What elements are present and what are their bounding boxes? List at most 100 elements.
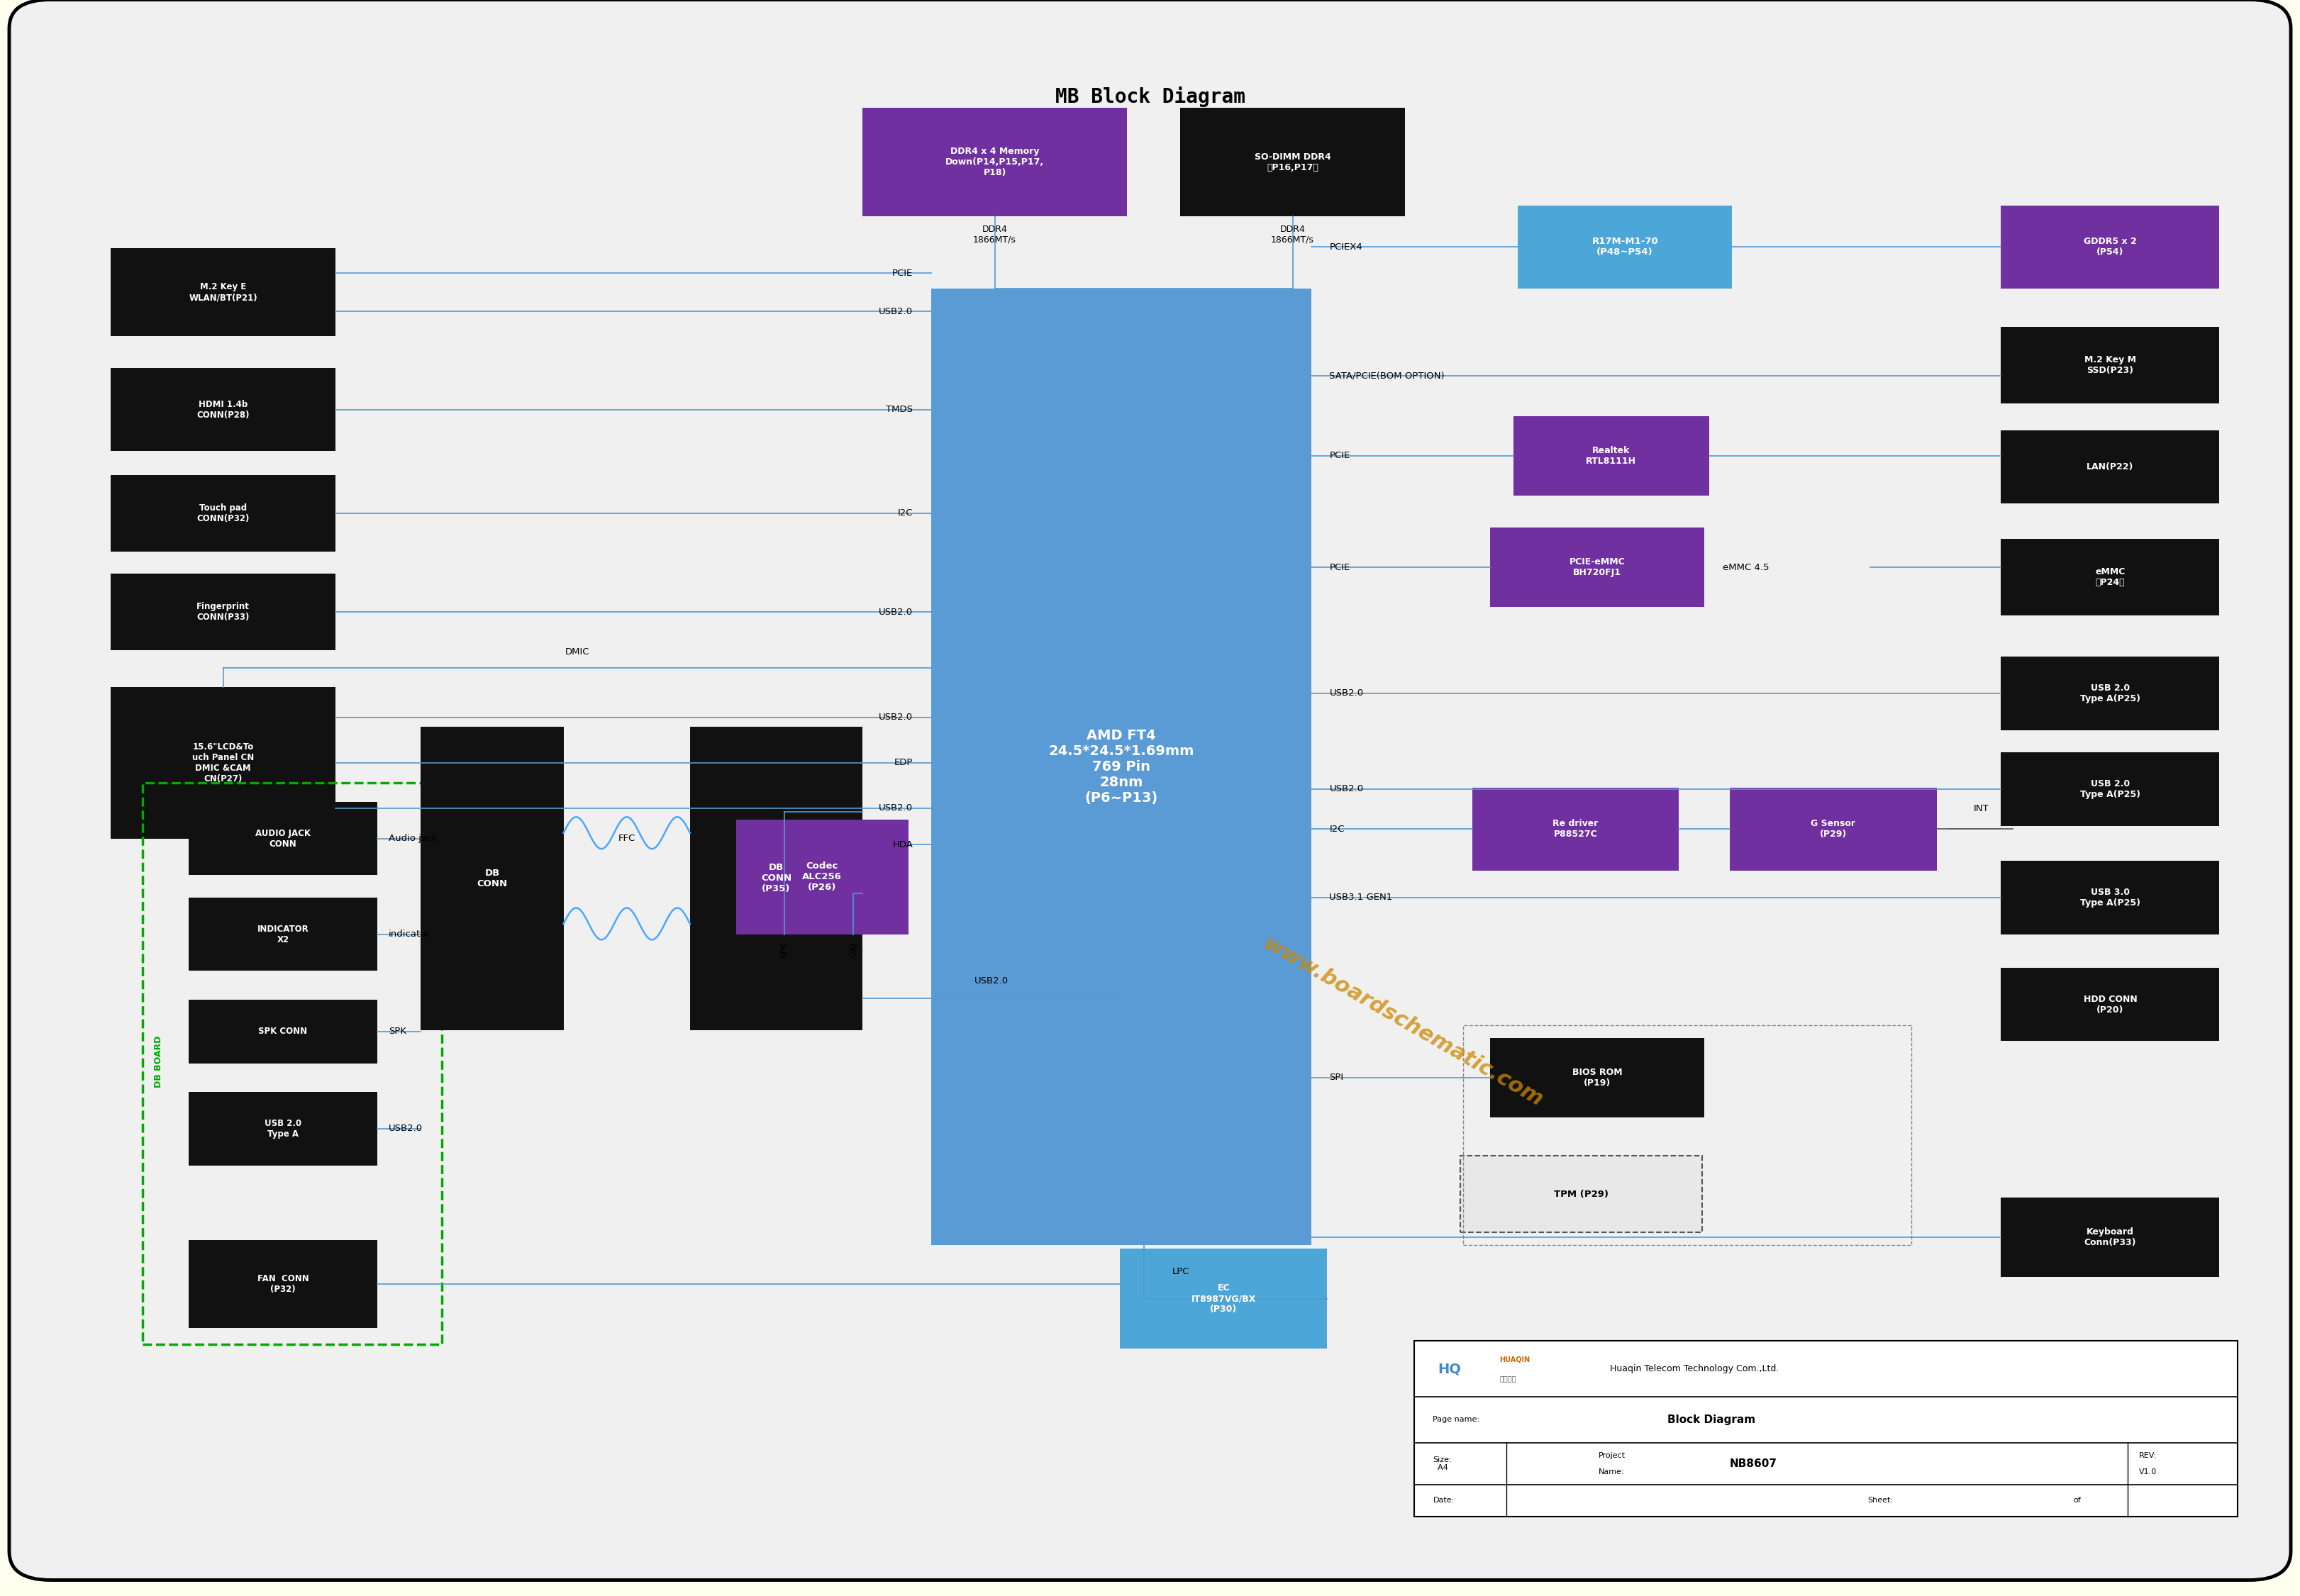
Text: USB 2.0
Type A(P25): USB 2.0 Type A(P25) — [2079, 779, 2141, 800]
FancyBboxPatch shape — [421, 726, 564, 1029]
Text: LPC: LPC — [1171, 1267, 1189, 1277]
Text: TPM (P29): TPM (P29) — [1555, 1189, 1608, 1199]
FancyBboxPatch shape — [110, 369, 336, 452]
FancyBboxPatch shape — [2001, 206, 2220, 289]
Text: HDD CONN
(P20): HDD CONN (P20) — [2084, 994, 2137, 1015]
FancyBboxPatch shape — [110, 249, 336, 337]
Text: www.boardschematic.com: www.boardschematic.com — [1260, 934, 1546, 1111]
Text: USB2.0: USB2.0 — [1329, 785, 1364, 793]
Text: SPK: SPK — [780, 942, 789, 958]
Text: Project: Project — [1598, 1452, 1626, 1459]
Text: INDICATOR
X2: INDICATOR X2 — [258, 924, 308, 945]
Text: HDA: HDA — [892, 839, 913, 849]
Text: PCIE: PCIE — [1329, 452, 1350, 460]
Text: 华勤通讯: 华勤通讯 — [1500, 1374, 1516, 1382]
Text: eMMC
（P24）: eMMC （P24） — [2095, 567, 2125, 587]
Text: GDDR5 x 2
(P54): GDDR5 x 2 (P54) — [2084, 236, 2137, 257]
Text: NB8607: NB8607 — [1730, 1459, 1778, 1468]
FancyBboxPatch shape — [189, 1092, 377, 1165]
FancyBboxPatch shape — [1460, 1156, 1702, 1232]
Text: EC
IT8987VG/BX
(P30): EC IT8987VG/BX (P30) — [1191, 1283, 1256, 1314]
FancyBboxPatch shape — [736, 819, 909, 934]
Text: V1.0: V1.0 — [2139, 1468, 2157, 1475]
FancyBboxPatch shape — [1518, 206, 1732, 289]
Text: Page name:: Page name: — [1433, 1416, 1479, 1424]
Text: Fingerprint
CONN(P33): Fingerprint CONN(P33) — [196, 602, 251, 622]
FancyBboxPatch shape — [932, 289, 1311, 1245]
FancyBboxPatch shape — [1472, 787, 1679, 870]
Text: TMDS: TMDS — [886, 405, 913, 413]
Text: SPI: SPI — [1329, 1073, 1343, 1082]
FancyBboxPatch shape — [189, 1240, 377, 1328]
Text: Re driver
P88527C: Re driver P88527C — [1553, 819, 1598, 839]
FancyBboxPatch shape — [1730, 787, 1937, 870]
FancyBboxPatch shape — [1414, 1341, 2238, 1516]
Text: UAJ: UAJ — [849, 942, 858, 956]
Text: HDMI 1.4b
CONN(P28): HDMI 1.4b CONN(P28) — [198, 399, 248, 420]
FancyBboxPatch shape — [2001, 1197, 2220, 1277]
Text: R17M-M1-70
(P48~P54): R17M-M1-70 (P48~P54) — [1592, 236, 1658, 257]
Text: SO-DIMM DDR4
（P16,P17）: SO-DIMM DDR4 （P16,P17） — [1254, 152, 1332, 172]
Text: Touch pad
CONN(P32): Touch pad CONN(P32) — [198, 503, 248, 523]
FancyBboxPatch shape — [2001, 539, 2220, 614]
Text: Realtek
RTL8111H: Realtek RTL8111H — [1587, 445, 1635, 466]
Text: of: of — [2072, 1497, 2082, 1503]
Text: USB2.0: USB2.0 — [879, 608, 913, 616]
Text: DB BOARD: DB BOARD — [154, 1036, 163, 1088]
Text: PCIEX4: PCIEX4 — [1329, 243, 1362, 252]
Text: Name:: Name: — [1598, 1468, 1624, 1475]
FancyBboxPatch shape — [2001, 967, 2220, 1041]
Text: DDR4
1866MT/s: DDR4 1866MT/s — [973, 225, 1017, 244]
Text: DDR4 x 4 Memory
Down(P14,P15,P17,
P18): DDR4 x 4 Memory Down(P14,P15,P17, P18) — [945, 147, 1044, 177]
Text: USB2.0: USB2.0 — [1329, 689, 1364, 697]
Text: HUAQIN: HUAQIN — [1500, 1355, 1530, 1363]
Text: Keyboard
Conn(P33): Keyboard Conn(P33) — [2084, 1227, 2137, 1246]
Text: SATA/PCIE(BOM OPTION): SATA/PCIE(BOM OPTION) — [1329, 372, 1444, 380]
Text: Sheet:: Sheet: — [1868, 1497, 1893, 1503]
Text: 15.6"LCD&To
uch Panel CN
DMIC &CAM
CN(P27): 15.6"LCD&To uch Panel CN DMIC &CAM CN(P2… — [193, 742, 253, 784]
Text: USB2.0: USB2.0 — [389, 1124, 423, 1133]
FancyBboxPatch shape — [1490, 528, 1704, 606]
FancyBboxPatch shape — [2001, 327, 2220, 404]
Text: G Sensor
(P29): G Sensor (P29) — [1810, 819, 1856, 839]
Text: PCIE-eMMC
BH720FJ1: PCIE-eMMC BH720FJ1 — [1569, 557, 1626, 578]
Text: PCIE: PCIE — [892, 268, 913, 278]
Text: Audio jack: Audio jack — [389, 833, 437, 843]
FancyBboxPatch shape — [2001, 860, 2220, 934]
Text: AUDIO JACK
CONN: AUDIO JACK CONN — [255, 828, 311, 849]
FancyBboxPatch shape — [862, 109, 1127, 217]
Text: USB2.0: USB2.0 — [879, 803, 913, 812]
Text: PCIE: PCIE — [1329, 563, 1350, 571]
Text: DB
CONN: DB CONN — [476, 868, 508, 889]
Text: Huaqin Telecom Technology Com.,Ltd.: Huaqin Telecom Technology Com.,Ltd. — [1610, 1365, 1780, 1374]
Text: USB2.0: USB2.0 — [879, 306, 913, 316]
Text: M.2 Key E
WLAN/BT(P21): M.2 Key E WLAN/BT(P21) — [189, 282, 258, 302]
FancyBboxPatch shape — [110, 686, 336, 838]
FancyBboxPatch shape — [2001, 431, 2220, 504]
Text: AMD FT4
24.5*24.5*1.69mm
769 Pin
28nm
(P6~P13): AMD FT4 24.5*24.5*1.69mm 769 Pin 28nm (P… — [1049, 729, 1194, 804]
FancyBboxPatch shape — [1120, 1248, 1327, 1349]
Text: I2C: I2C — [897, 509, 913, 517]
Text: HQ: HQ — [1438, 1361, 1460, 1376]
Text: Date:: Date: — [1433, 1497, 1454, 1503]
FancyBboxPatch shape — [1180, 109, 1405, 217]
Text: Codec
ALC256
(P26): Codec ALC256 (P26) — [803, 862, 842, 892]
Text: INT: INT — [1973, 804, 1990, 812]
Text: USB 2.0
Type A(P25): USB 2.0 Type A(P25) — [2079, 683, 2141, 704]
Text: USB3.1 GEN1: USB3.1 GEN1 — [1329, 892, 1394, 902]
Text: Size:
  A4: Size: A4 — [1433, 1456, 1451, 1472]
Text: DDR4
1866MT/s: DDR4 1866MT/s — [1272, 225, 1313, 244]
Text: USB2.0: USB2.0 — [975, 977, 1007, 985]
FancyBboxPatch shape — [2001, 752, 2220, 825]
Text: SPK: SPK — [389, 1026, 407, 1036]
Text: M.2 Key M
SSD(P23): M.2 Key M SSD(P23) — [2084, 354, 2137, 375]
Text: USB 2.0
Type A: USB 2.0 Type A — [264, 1119, 301, 1138]
Text: LAN(P22): LAN(P22) — [2086, 463, 2134, 471]
Text: Block Diagram: Block Diagram — [1667, 1414, 1755, 1425]
FancyBboxPatch shape — [110, 476, 336, 552]
Text: DMIC: DMIC — [566, 648, 589, 656]
FancyBboxPatch shape — [690, 726, 862, 1029]
FancyBboxPatch shape — [9, 0, 2291, 1580]
FancyBboxPatch shape — [189, 897, 377, 970]
Text: EDP: EDP — [895, 758, 913, 768]
